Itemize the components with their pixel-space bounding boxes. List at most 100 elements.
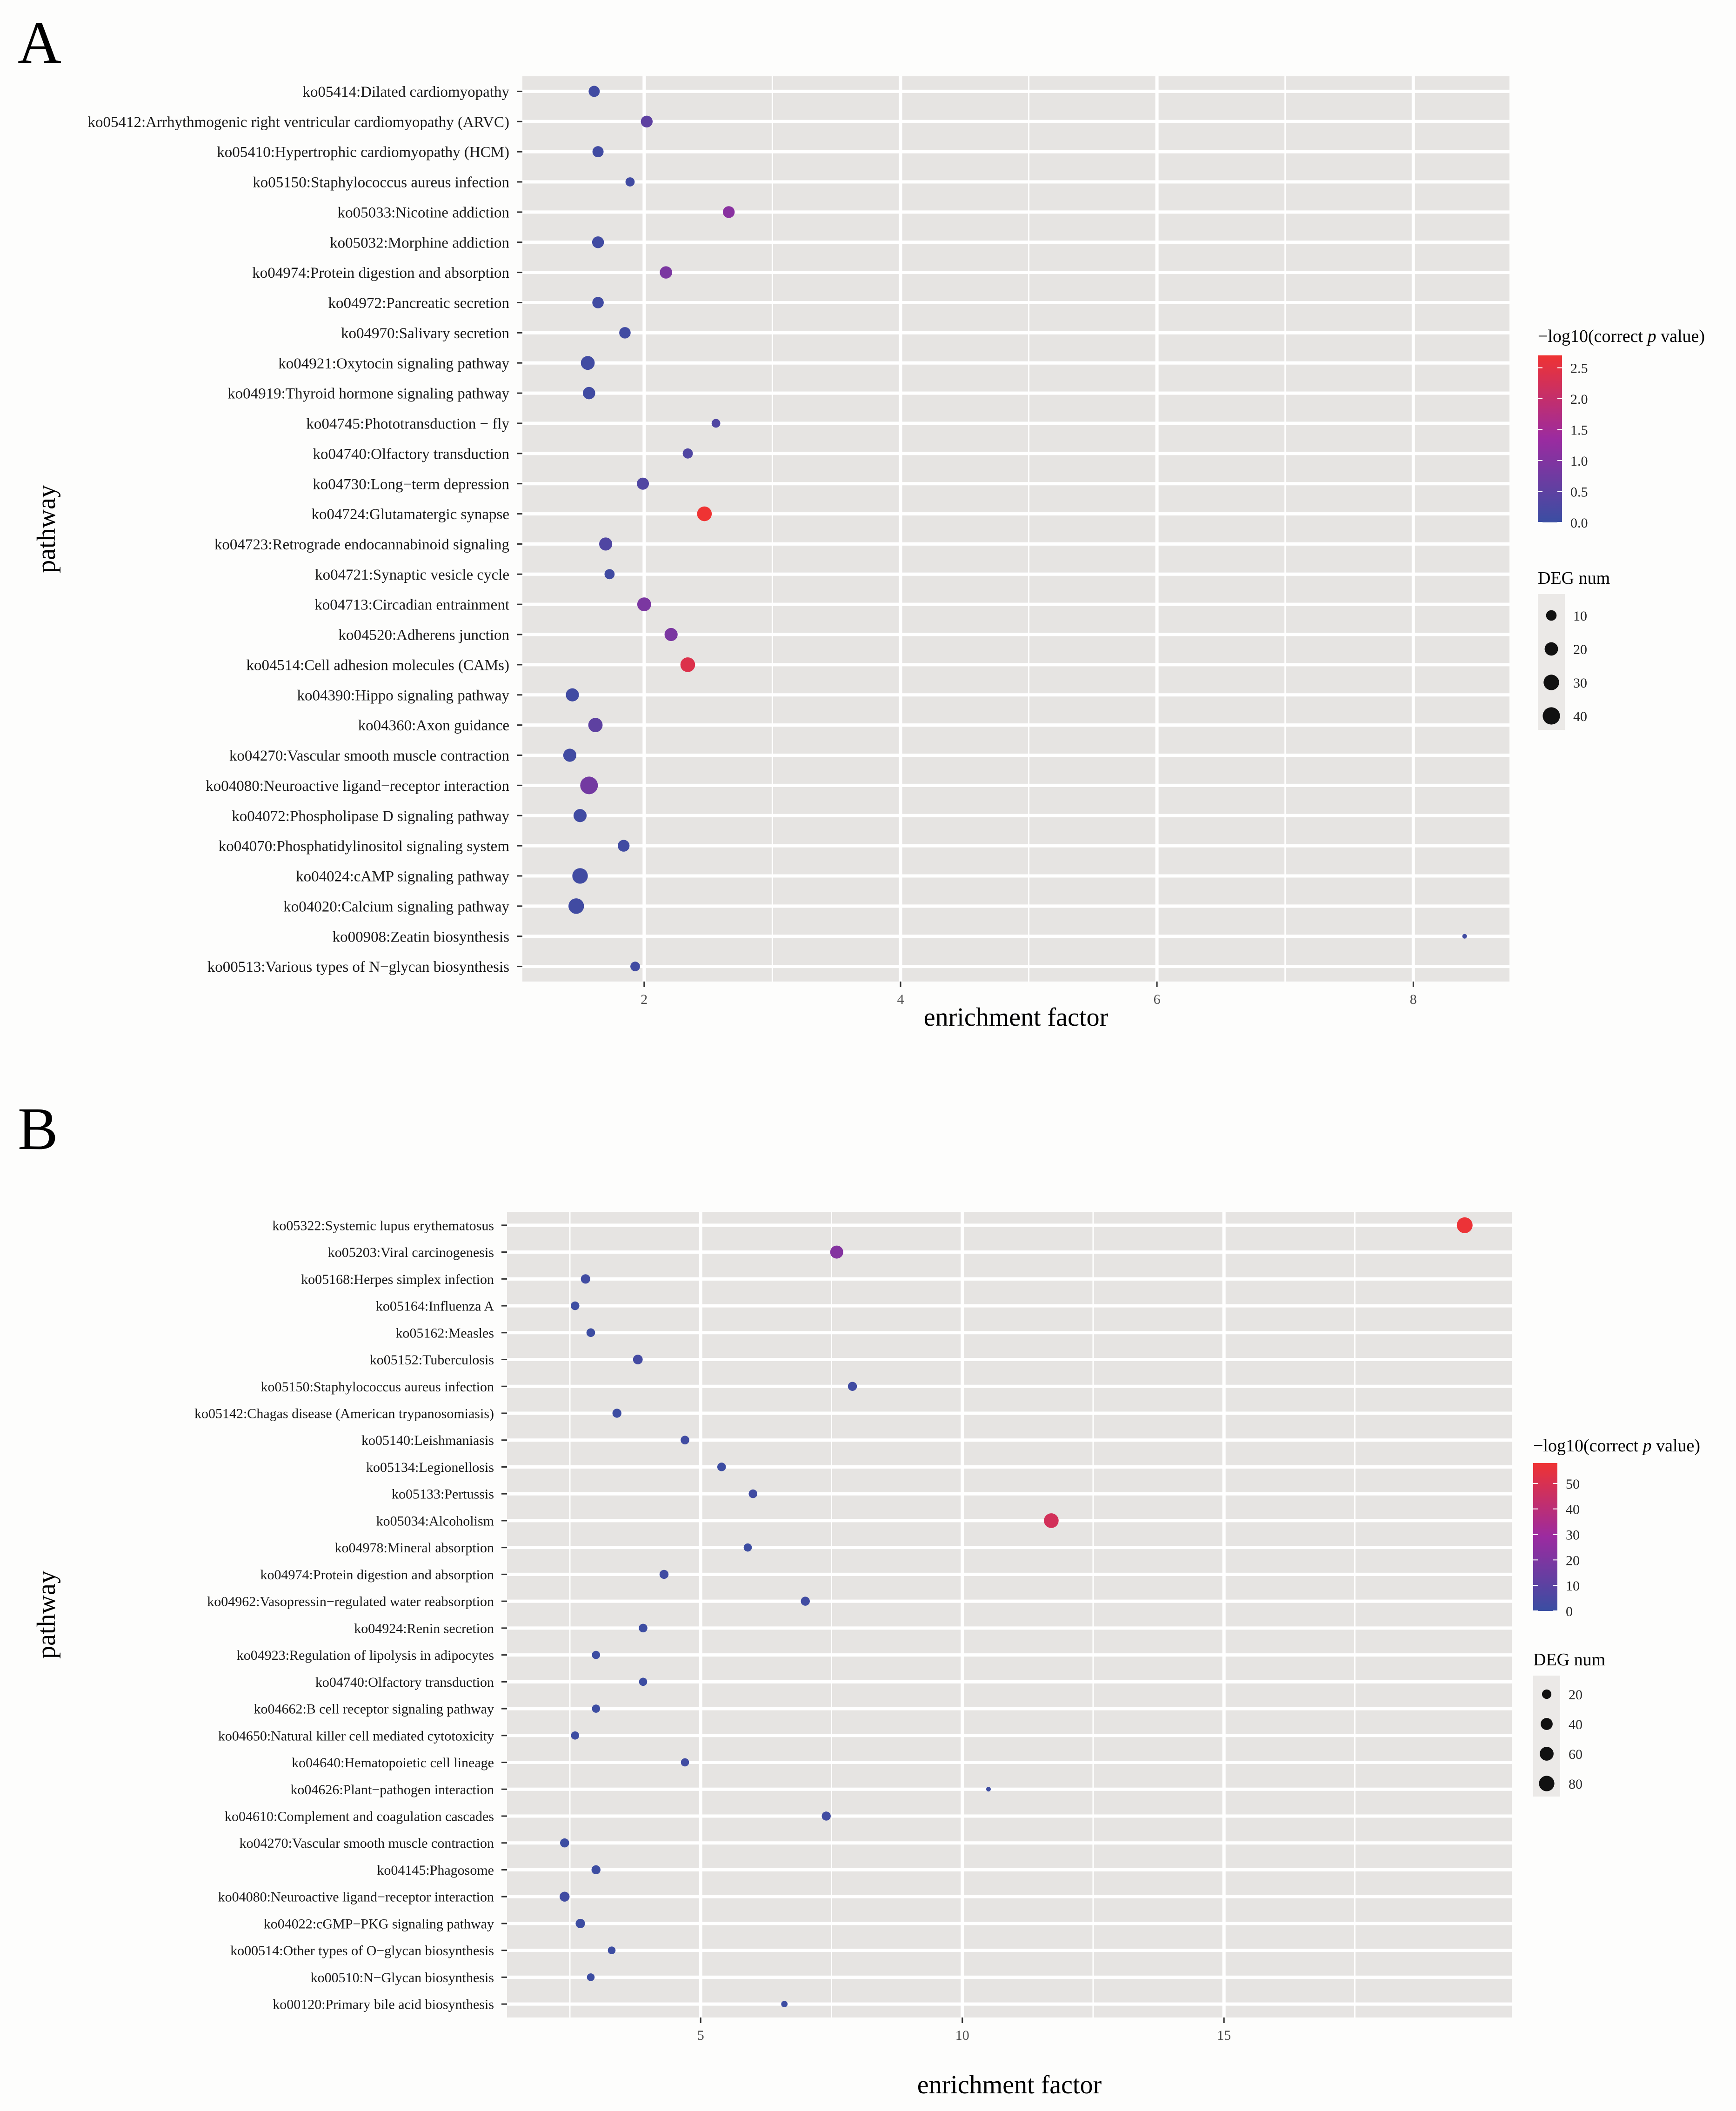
pathway-label: ko04072:Phospholipase D signaling pathwa… xyxy=(232,808,509,825)
color-legend-title-italic: p xyxy=(1642,1436,1652,1456)
pathway-label: ko04270:Vascular smooth muscle contracti… xyxy=(229,748,509,764)
x-tick-label: 2 xyxy=(641,992,648,1007)
size-legend-label: 80 xyxy=(1569,1777,1582,1792)
data-point xyxy=(639,1677,648,1686)
colorbar-tick-label: 40 xyxy=(1566,1502,1580,1517)
colorbar-tick-label: 2.0 xyxy=(1570,392,1588,407)
data-point xyxy=(586,1328,595,1337)
data-point xyxy=(580,776,598,795)
data-point xyxy=(592,146,604,158)
pathway-label: ko04740:Olfactory transduction xyxy=(315,1675,494,1690)
data-point xyxy=(608,1946,616,1954)
color-legend-title: −log10(correct p value) xyxy=(1538,327,1705,346)
data-point xyxy=(681,1436,689,1445)
data-point xyxy=(599,537,613,551)
pathway-label: ko04972:Pancreatic secretion xyxy=(328,295,509,312)
pathway-label: ko05140:Leishmaniasis xyxy=(361,1433,494,1448)
pathway-label: ko05412:Arrhythmogenic right ventricular… xyxy=(88,114,510,131)
pathway-label: ko04070:Phosphatidylinositol signaling s… xyxy=(219,838,510,855)
x-tick-label: 5 xyxy=(697,2028,704,2043)
pathway-label: ko05032:Morphine addiction xyxy=(330,234,509,251)
data-point xyxy=(592,1650,601,1659)
data-point xyxy=(570,1301,580,1310)
pathway-label: ko04921:Oxytocin signaling pathway xyxy=(278,355,509,372)
pathway-label: ko04745:Phototransduction − fly xyxy=(306,416,509,433)
pathway-label: ko04924:Renin secretion xyxy=(354,1621,494,1636)
size-legend-dot xyxy=(1543,675,1559,690)
data-point xyxy=(592,297,604,308)
data-point xyxy=(581,1274,590,1284)
x-axis-title: enrichment factor xyxy=(917,2071,1102,2099)
size-legend-dot xyxy=(1544,642,1558,656)
data-point xyxy=(637,597,651,612)
data-point xyxy=(592,1704,601,1713)
data-point xyxy=(612,1409,621,1418)
data-point xyxy=(1044,1513,1059,1528)
size-legend-label: 40 xyxy=(1573,709,1587,724)
colorbar-tick-label: 30 xyxy=(1566,1528,1580,1543)
colorbar-tick-label: 1.0 xyxy=(1570,454,1588,469)
colorbar-tick-label: 20 xyxy=(1566,1553,1580,1568)
data-point xyxy=(604,569,615,580)
pathway-label: ko04923:Regulation of lipolysis in adipo… xyxy=(237,1648,494,1663)
data-point xyxy=(583,387,595,400)
data-point xyxy=(717,1463,726,1471)
data-point xyxy=(986,1787,991,1792)
data-point xyxy=(630,962,640,971)
pathway-label: ko00514:Other types of O−glycan biosynth… xyxy=(230,1943,494,1958)
pathway-label: ko04721:Synaptic vesicle cycle xyxy=(315,567,509,583)
data-point xyxy=(680,657,695,672)
colorbar-tick-label: 10 xyxy=(1566,1578,1580,1594)
pathway-label: ko04740:Olfactory transduction xyxy=(313,446,510,462)
pathway-label: ko05133:Pertussis xyxy=(392,1487,494,1502)
data-point xyxy=(748,1489,758,1498)
pathway-label: ko05168:Herpes simplex infection xyxy=(301,1272,494,1287)
size-legend-label: 60 xyxy=(1569,1747,1582,1762)
chart-b: 5 10 15 ko05322:Systemic lupus erythematosu… xyxy=(32,1212,1700,2099)
pathway-label: ko05034:Alcoholism xyxy=(376,1513,494,1529)
data-point xyxy=(566,688,579,701)
color-legend-title-prefix: −log10(correct xyxy=(1533,1436,1643,1456)
pathway-label: ko04610:Complement and coagulation casca… xyxy=(225,1809,494,1824)
pathway-label: ko05150:Staphylococcus aureus infection xyxy=(253,174,509,191)
panel-b-label: B xyxy=(18,1096,58,1162)
size-legend-label: 20 xyxy=(1569,1687,1582,1703)
pathway-label: ko00510:N−Glycan biosynthesis xyxy=(311,1970,494,1985)
pathway-label: ko04974:Protein digestion and absorption xyxy=(252,265,509,281)
pathway-label: ko05164:Influenza A xyxy=(376,1299,494,1314)
data-point xyxy=(641,115,653,127)
colorbar-tick-label: 0.5 xyxy=(1570,485,1588,500)
data-point xyxy=(618,840,630,852)
x-tick-label: 4 xyxy=(897,992,904,1007)
data-point xyxy=(781,2001,788,2008)
data-point xyxy=(619,327,631,339)
data-point xyxy=(591,1865,601,1875)
size-legend-dot xyxy=(1546,610,1557,621)
chart-a: 2 4 6 8 ko05414:Dilated cardiomyopathy ko0541… xyxy=(32,76,1705,1032)
colorbar xyxy=(1538,355,1562,522)
colorbar xyxy=(1533,1463,1557,1611)
pathway-label: ko04919:Thyroid hormone signaling pathwa… xyxy=(227,386,509,402)
x-tick-label: 15 xyxy=(1217,2028,1231,2043)
data-point xyxy=(664,628,678,641)
color-legend-title-italic: p xyxy=(1646,327,1656,346)
pathway-label: ko04626:Plant−pathogen interaction xyxy=(290,1782,494,1797)
pathway-label: ko04662:B cell receptor signaling pathwa… xyxy=(254,1702,494,1717)
data-point xyxy=(633,1355,643,1364)
x-axis-title: enrichment factor xyxy=(924,1003,1108,1032)
pathway-label: ko04270:Vascular smooth muscle contracti… xyxy=(240,1836,494,1851)
size-legend-dot xyxy=(1540,1747,1554,1761)
data-point xyxy=(581,356,595,370)
size-legend-label: 30 xyxy=(1573,675,1587,691)
data-point xyxy=(722,206,735,218)
pathway-label: ko04080:Neuroactive ligand−receptor inte… xyxy=(218,1890,494,1905)
pathway-label: ko04978:Mineral absorption xyxy=(335,1540,494,1556)
pathway-label: ko05134:Legionellosis xyxy=(366,1460,494,1475)
pathway-label: ko05162:Measles xyxy=(395,1325,494,1341)
pathway-label: ko00120:Primary bile acid biosynthesis xyxy=(273,1997,494,2012)
pathway-label: ko04724:Glutamatergic synapse xyxy=(311,506,509,523)
size-legend-label: 20 xyxy=(1573,642,1587,657)
data-point xyxy=(711,419,721,428)
data-point xyxy=(697,506,712,521)
